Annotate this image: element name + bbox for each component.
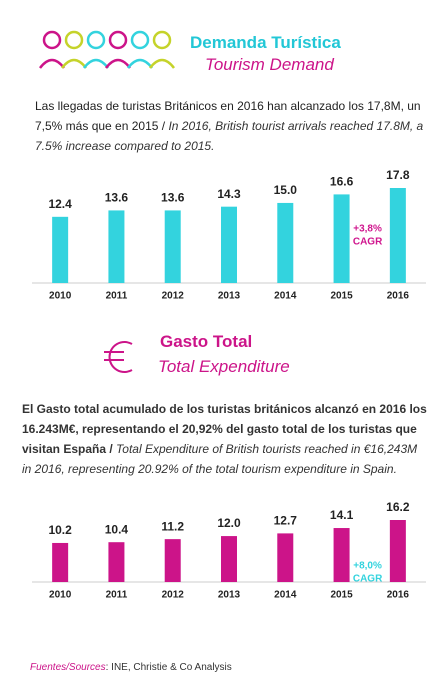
value-label: 17.8 (386, 168, 410, 182)
value-label: 13.6 (161, 191, 185, 205)
description-en: Total Expenditure of British tourists re… (22, 442, 418, 476)
x-tick-label: 2011 (106, 291, 128, 302)
x-tick-label: 2015 (330, 590, 353, 601)
x-tick-label: 2012 (162, 291, 185, 302)
chart-title: Demanda Turística (190, 33, 341, 52)
description-es: Las llegadas de turistas Británicos en 2… (35, 99, 421, 133)
annotation: +3,8% (353, 224, 382, 235)
value-label: 16.2 (386, 500, 410, 514)
x-tick-label: 2012 (162, 590, 185, 601)
source-label: Fuentes/Sources (30, 662, 106, 673)
chart-subtitle: Total Expenditure (158, 357, 290, 376)
value-label: 13.6 (105, 191, 129, 205)
x-tick-label: 2014 (274, 590, 297, 601)
bar (389, 520, 406, 582)
bar (277, 533, 294, 582)
x-tick-label: 2010 (49, 291, 72, 302)
bar (108, 210, 125, 283)
bar (221, 536, 237, 582)
bar (389, 188, 406, 283)
annotation: CAGR (353, 574, 383, 585)
x-tick-label: 2013 (218, 590, 241, 601)
bar (164, 539, 181, 582)
bar (164, 210, 181, 283)
bar (52, 216, 69, 283)
description: Las llegadas de turistas Británicos en 2… (35, 96, 425, 156)
value-label: 10.4 (105, 522, 129, 536)
x-tick-label: 2010 (49, 590, 72, 601)
people-icon (39, 30, 175, 69)
value-label: 14.1 (330, 508, 354, 522)
x-tick-label: 2014 (274, 291, 297, 302)
description-en: In 2016, British tourist arrivals reache… (35, 119, 424, 153)
x-tick-label: 2015 (330, 291, 353, 302)
value-label: 12.4 (48, 197, 72, 211)
source: Fuentes/Sources: INE, Christie & Co Anal… (30, 662, 232, 673)
description: El Gasto total acumulado de los turistas… (22, 399, 427, 479)
bar (277, 202, 294, 283)
bar (52, 542, 69, 582)
bar (108, 542, 125, 582)
x-tick-label: 2013 (218, 291, 241, 302)
x-tick-label: 2016 (387, 291, 410, 302)
value-label: 12.7 (274, 514, 298, 528)
source-text: : INE, Christie & Co Analysis (105, 662, 232, 673)
x-tick-label: 2011 (106, 590, 128, 601)
value-label: 14.3 (217, 187, 241, 201)
value-label: 10.2 (48, 523, 72, 537)
bar (221, 206, 237, 283)
value-label: 16.6 (330, 175, 354, 189)
annotation: CAGR (353, 237, 383, 248)
value-label: 12.0 (217, 516, 241, 530)
chart-subtitle: Tourism Demand (205, 55, 334, 74)
chart-title: Gasto Total (160, 332, 253, 351)
description-es: El Gasto total acumulado de los turistas… (22, 402, 427, 456)
annotation: +8,0% (353, 561, 382, 572)
value-label: 11.2 (161, 519, 184, 533)
value-label: 15.0 (274, 183, 298, 197)
bar (333, 194, 350, 283)
x-tick-label: 2016 (387, 590, 410, 601)
bar (333, 528, 350, 582)
euro-icon (104, 341, 133, 373)
